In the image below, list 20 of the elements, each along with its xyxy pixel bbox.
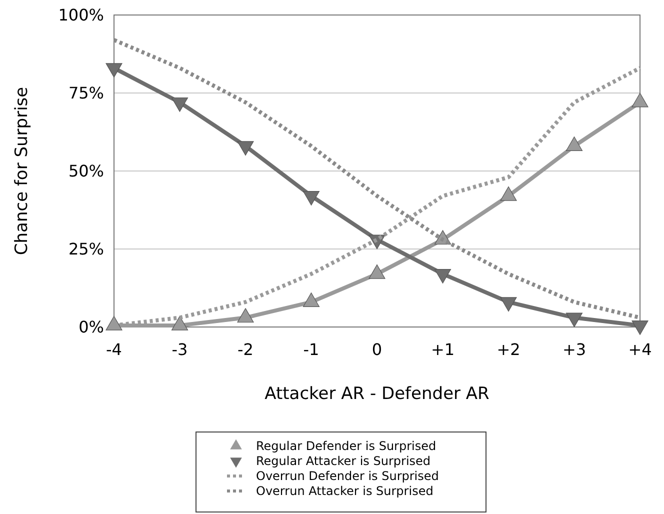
- y-tick-label: 50%: [68, 162, 104, 181]
- x-tick-label: -1: [303, 340, 320, 359]
- y-tick-label: 100%: [58, 6, 104, 25]
- y-tick-label: 25%: [68, 240, 104, 259]
- x-tick-label: +1: [430, 340, 455, 359]
- legend-label: Regular Attacker is Surprised: [256, 454, 431, 468]
- y-tick-label: 75%: [68, 84, 104, 103]
- x-axis-title: Attacker AR - Defender AR: [264, 384, 490, 404]
- x-tick-label: -2: [238, 340, 254, 359]
- legend-label: Overrun Defender is Surprised: [256, 469, 439, 484]
- y-axis-title: Chance for Surprise: [12, 86, 32, 256]
- legend-label: Overrun Attacker is Surprised: [256, 484, 434, 498]
- x-tick-label: +2: [496, 340, 520, 359]
- x-tick-label: 0: [372, 340, 382, 359]
- x-tick-label: -4: [106, 340, 122, 359]
- x-tick-label: +3: [562, 340, 586, 359]
- y-tick-label: 0%: [78, 318, 104, 337]
- x-tick-label: -3: [172, 340, 188, 359]
- legend-label: Regular Defender is Surprised: [256, 439, 436, 454]
- x-tick-label: +4: [628, 340, 652, 359]
